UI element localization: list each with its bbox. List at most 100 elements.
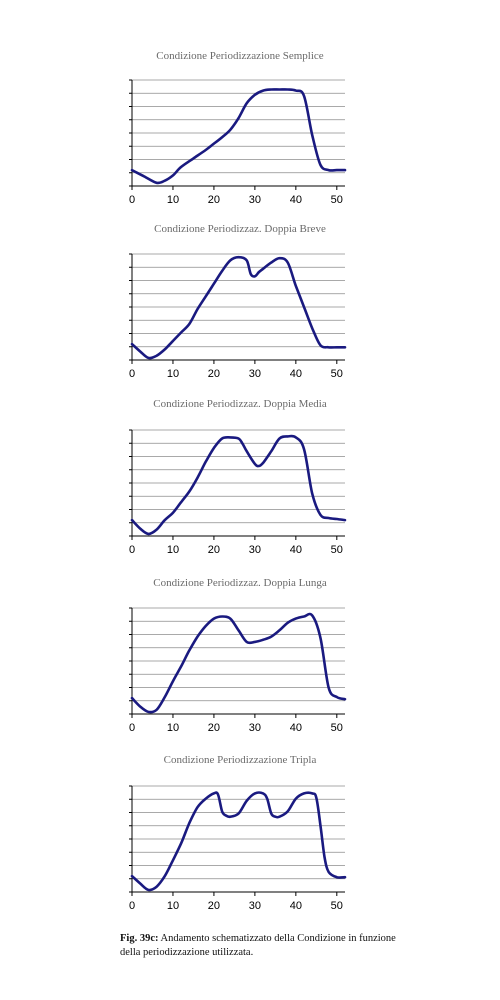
data-point [156, 182, 157, 183]
line-chart-semplice: 0 10 20 30 40 50 [129, 79, 347, 206]
data-point [131, 170, 132, 171]
data-point [213, 283, 214, 284]
data-point [328, 347, 329, 348]
data-point [164, 876, 165, 877]
data-point [238, 813, 239, 814]
data-point [287, 811, 288, 812]
data-point [254, 276, 255, 277]
data-point [197, 477, 198, 478]
data-point [254, 793, 255, 794]
x-tick-label: 10 [167, 722, 179, 734]
series-line [130, 88, 347, 185]
x-tick-label: 50 [331, 544, 343, 556]
series-line [130, 791, 347, 892]
data-point [312, 793, 313, 794]
data-point [181, 332, 182, 333]
data-point [222, 438, 223, 439]
data-point [238, 257, 239, 258]
data-point [336, 347, 337, 348]
data-point [303, 306, 304, 307]
data-point [254, 94, 255, 95]
x-tick-label: 30 [249, 900, 261, 912]
data-point [295, 618, 296, 619]
data-point [140, 351, 141, 352]
chart-title: Condizione Periodizzazione Tripla [163, 754, 317, 766]
data-point [254, 641, 255, 642]
data-point [148, 711, 149, 712]
series-line [130, 255, 347, 360]
data-point [271, 451, 272, 452]
x-tick-label: 0 [129, 368, 135, 380]
caption-text: Andamento schematizzato della Condizione… [120, 933, 396, 958]
data-point [164, 696, 165, 697]
x-tick-label: 40 [290, 900, 302, 912]
data-point [172, 860, 173, 861]
data-point [140, 883, 141, 884]
x-tick-label: 20 [208, 368, 220, 380]
data-point [131, 876, 132, 877]
data-point [312, 615, 313, 616]
data-point [320, 345, 321, 346]
data-point [189, 650, 190, 651]
x-tick-label: 0 [129, 722, 135, 734]
data-point [181, 666, 182, 667]
x-tick-label: 50 [331, 194, 343, 206]
data-point [279, 89, 280, 90]
data-point [320, 637, 321, 638]
data-point [156, 886, 157, 887]
data-point [344, 699, 345, 700]
x-tick-label: 0 [129, 544, 135, 556]
data-point [193, 158, 194, 159]
x-tick-label: 10 [167, 368, 179, 380]
x-tick-label: 20 [208, 544, 220, 556]
data-point [262, 90, 263, 91]
data-point [181, 166, 182, 167]
data-point [230, 618, 231, 619]
x-tick-label: 30 [249, 722, 261, 734]
data-point [336, 877, 337, 878]
data-point [205, 149, 206, 150]
data-point [172, 340, 173, 341]
data-point [312, 493, 313, 494]
data-point [287, 622, 288, 623]
data-point [197, 807, 198, 808]
data-point [217, 794, 218, 795]
data-point [320, 164, 321, 165]
x-tick-label: 10 [167, 194, 179, 206]
data-point [254, 463, 255, 464]
data-point [156, 529, 157, 530]
data-point [267, 798, 268, 799]
data-point [172, 681, 173, 682]
data-point [189, 323, 190, 324]
data-point [295, 437, 296, 438]
x-tick-label: 40 [290, 368, 302, 380]
data-point [246, 103, 247, 104]
data-point [246, 260, 247, 261]
data-point [262, 462, 263, 463]
data-point [164, 180, 165, 181]
x-tick-label: 50 [331, 368, 343, 380]
data-point [197, 309, 198, 310]
data-point [295, 798, 296, 799]
data-point [271, 89, 272, 90]
data-point [279, 630, 280, 631]
data-point [230, 129, 231, 130]
data-point [328, 687, 329, 688]
data-point [344, 520, 345, 521]
data-point [238, 118, 239, 119]
data-point [181, 843, 182, 844]
data-point [172, 175, 173, 176]
data-point [287, 436, 288, 437]
data-point [226, 815, 227, 816]
data-point [230, 260, 231, 261]
x-tick-label: 50 [331, 722, 343, 734]
data-point [189, 823, 190, 824]
data-point [262, 793, 263, 794]
chart-title: Condizione Periodizzazione Semplice [156, 50, 324, 62]
x-tick-label: 10 [167, 544, 179, 556]
data-point [164, 349, 165, 350]
data-point [279, 258, 280, 259]
data-point [279, 438, 280, 439]
data-point [271, 636, 272, 637]
